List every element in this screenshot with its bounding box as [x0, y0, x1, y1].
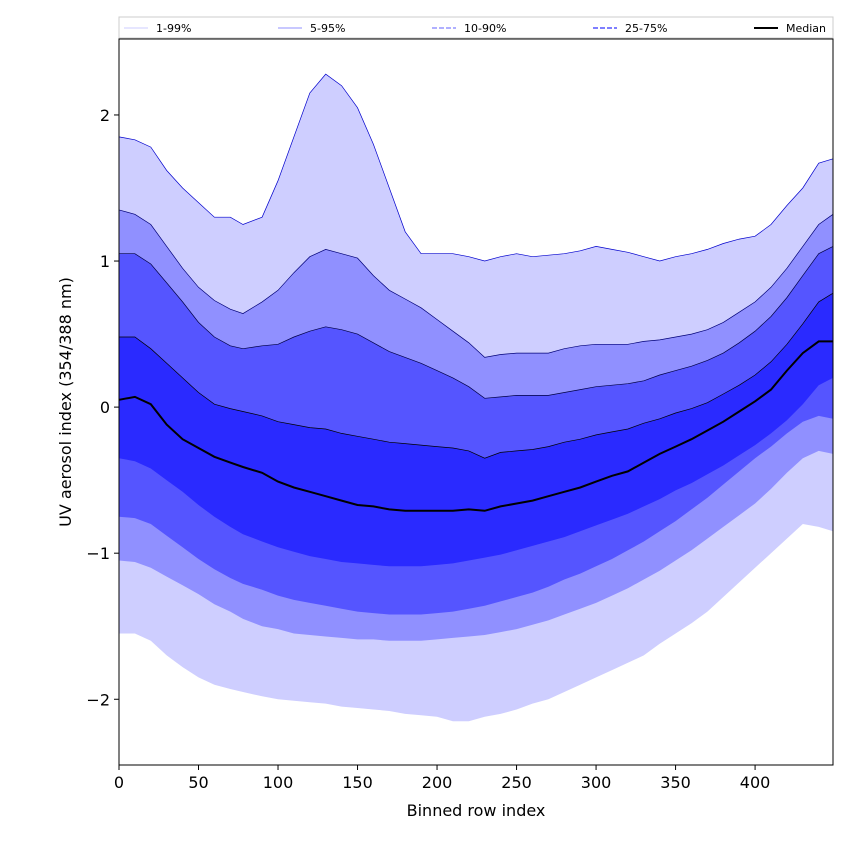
legend-label: 5-95% — [310, 22, 345, 35]
median-line — [118, 340, 833, 512]
x-tick-label: 200 — [422, 773, 453, 792]
x-tick-label: 250 — [501, 773, 532, 792]
y-tick-label: −1 — [86, 544, 110, 563]
legend-label: 1-99% — [156, 22, 191, 35]
y-tick-label: 1 — [100, 252, 110, 271]
band-25-75 — [119, 293, 833, 567]
legend-frame — [118, 16, 834, 39]
x-tick-label: 150 — [342, 773, 373, 792]
y-tick-label: 0 — [100, 398, 110, 417]
legend-label: Median — [786, 22, 826, 35]
band-1-99-upper-edge — [118, 73, 834, 262]
y-tick-label: 2 — [100, 106, 110, 125]
band-10-90-upper-edge — [119, 246, 834, 399]
x-axis-label: Binned row index — [407, 801, 546, 820]
x-tick-label: 100 — [263, 773, 294, 792]
band-5-95-upper-edge — [118, 209, 834, 358]
y-axis-label: UV aerosol index (354/388 nm) — [56, 277, 75, 527]
x-tick-label: 50 — [188, 773, 208, 792]
legend-label: 10-90% — [464, 22, 506, 35]
median-group — [118, 340, 833, 512]
x-tick-label: 400 — [740, 773, 771, 792]
x-tick-label: 0 — [114, 773, 124, 792]
band-25-75-upper-edge — [119, 292, 834, 459]
y-axis: −2 −1 0 1 2 — [86, 106, 119, 709]
legend-label: 25-75% — [625, 22, 667, 35]
x-axis: 0 50 100 150 200 250 300 350 400 — [114, 765, 770, 792]
plot-frame — [118, 38, 834, 766]
legend: 1-99% 5-95% 10-90% 25-75% Median — [118, 16, 834, 39]
y-tick-label: −2 — [86, 690, 110, 709]
x-tick-label: 350 — [660, 773, 691, 792]
x-tick-label: 300 — [581, 773, 612, 792]
bands-group — [118, 73, 834, 722]
